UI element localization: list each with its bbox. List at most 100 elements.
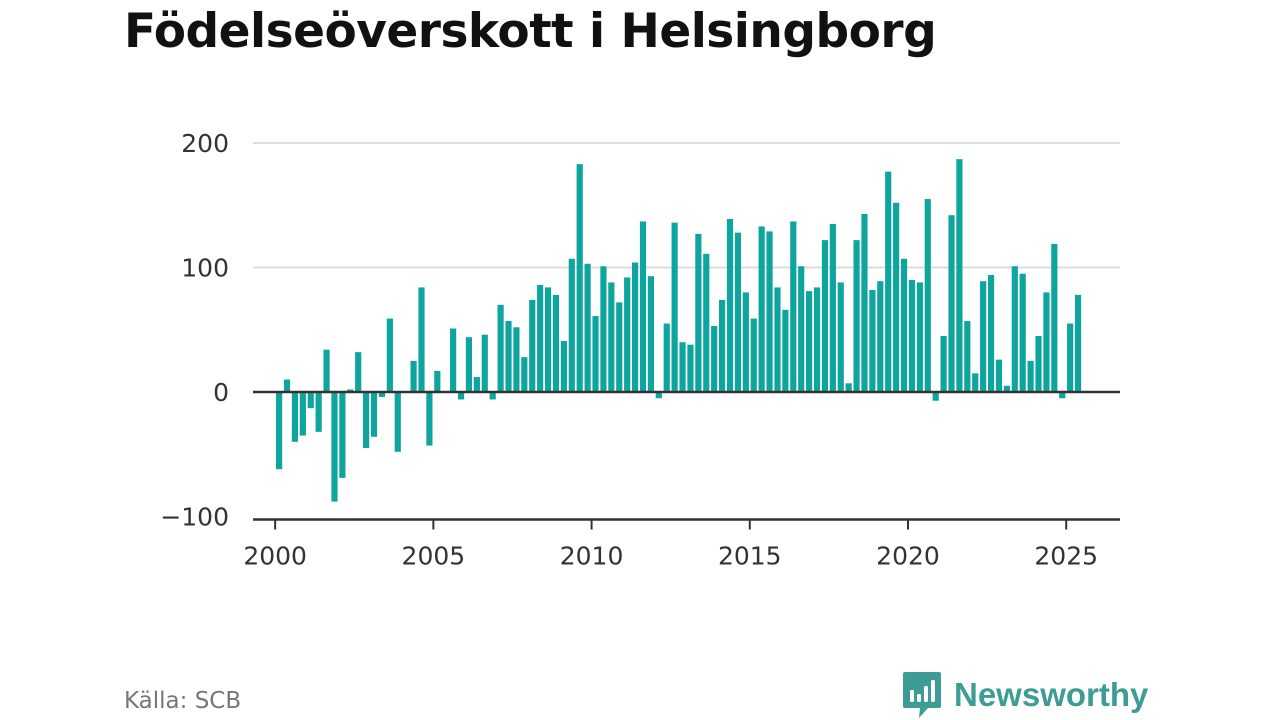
bar [980,281,987,392]
brand-logo[interactable]: Newsworthy [902,670,1148,720]
bar [418,287,425,392]
bar [711,326,718,392]
bar [987,274,995,392]
bar [790,221,797,392]
bar [331,392,338,502]
bar [1011,266,1018,392]
bar [1067,323,1074,392]
bar [370,392,378,437]
bar [1035,335,1042,392]
x-tick-label: 2025 [1034,542,1098,571]
bar [869,289,876,392]
bar [339,392,346,478]
bars [276,159,1082,502]
tick-labels: −100 0 100 200 2000 2005 2010 2015 2020 2025 [160,129,1098,571]
bar [845,383,852,392]
x-tick-label: 2015 [718,542,782,571]
bar [608,282,615,392]
y-tick-label: −100 [160,503,229,532]
source-note: Källa: SCB [124,688,242,714]
bar [276,392,283,470]
bar [932,392,939,401]
bar [315,392,322,432]
x-tick-label: 2010 [560,542,624,571]
bar [434,370,441,392]
bar [750,318,757,392]
x-tick-label: 2020 [876,542,940,571]
bar [813,287,821,392]
bar [378,392,386,397]
bar [299,392,306,436]
bar [1074,294,1082,392]
bar [465,337,473,392]
bar [837,282,844,392]
x-tick-label: 2005 [402,542,466,571]
bar [394,392,401,452]
bar [719,299,726,392]
bar [861,213,868,392]
bar [1003,385,1010,392]
bar [940,335,947,392]
bar [624,277,631,392]
bar [410,360,417,393]
bar [291,392,299,442]
bar [758,226,765,392]
axes [253,390,1120,530]
bar [552,294,560,392]
bar [639,221,647,392]
bar [497,304,504,392]
bar [1043,292,1050,392]
bar [703,253,710,392]
bar [283,379,291,392]
bar [853,240,860,392]
bar [1051,243,1058,392]
bar [885,171,892,392]
bar [1019,273,1026,392]
bar [450,328,457,392]
bar-chart: −100 0 100 200 2000 2005 2010 2015 2020 2025 [160,129,1120,571]
bar [655,392,662,399]
bar [513,327,520,392]
bar [568,258,575,392]
bar [1027,360,1034,393]
bar [956,159,963,392]
bar [821,240,829,392]
bar [529,299,536,392]
bar [806,291,813,392]
bar [916,282,923,392]
bar [457,392,465,400]
bar [647,276,654,392]
bar [766,231,773,392]
bar [632,262,639,392]
bar [948,215,955,392]
bar [616,302,623,392]
bar [560,340,567,392]
gridlines [253,142,1120,269]
bar [734,232,741,392]
bar [782,309,789,392]
bar [877,281,884,392]
bar [386,318,393,392]
bar [323,349,330,392]
bar [544,287,552,392]
bar [505,321,512,392]
bar [900,258,908,392]
bar [679,342,686,392]
chart-title: Födelseöverskott i Helsingborg [124,4,937,59]
bar [893,202,900,392]
bar [774,287,781,392]
x-tick-label: 2000 [243,542,307,571]
bar [742,292,749,392]
bar [592,316,599,392]
bar [600,266,607,392]
bar [726,218,734,392]
bar [521,357,528,392]
bar [307,392,314,409]
bar [1059,392,1066,399]
bar [829,223,836,392]
bar-chart-speech-bubble-icon [903,672,941,718]
bar [964,321,971,392]
bar [537,284,544,392]
bar [995,359,1003,392]
y-tick-label: 0 [213,378,229,407]
